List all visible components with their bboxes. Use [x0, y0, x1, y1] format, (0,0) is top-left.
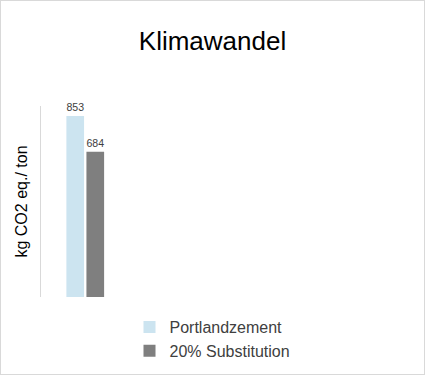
svg-text:kg CO2 eq./ ton: kg CO2 eq./ ton — [13, 145, 30, 257]
svg-text:684: 684 — [86, 137, 104, 149]
svg-text:Klimawandel: Klimawandel — [139, 26, 286, 56]
svg-text:Portlandzement: Portlandzement — [170, 319, 283, 336]
svg-text:853: 853 — [66, 101, 84, 113]
svg-text:20% Substitution: 20% Substitution — [170, 343, 290, 360]
